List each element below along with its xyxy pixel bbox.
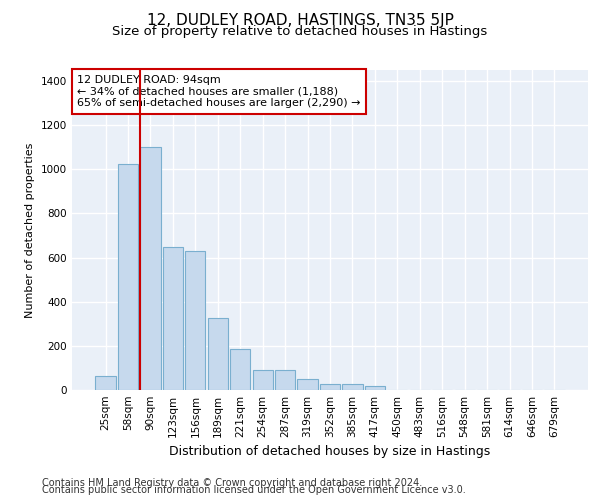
X-axis label: Distribution of detached houses by size in Hastings: Distribution of detached houses by size …	[169, 446, 491, 458]
Bar	[298, 380, 317, 390]
Bar	[343, 384, 362, 390]
Bar	[118, 164, 138, 390]
Bar	[230, 349, 250, 390]
Bar	[365, 386, 385, 390]
Bar	[185, 251, 205, 390]
Text: Contains HM Land Registry data © Crown copyright and database right 2024.: Contains HM Land Registry data © Crown c…	[42, 478, 422, 488]
Text: Size of property relative to detached houses in Hastings: Size of property relative to detached ho…	[112, 25, 488, 38]
Bar	[275, 370, 295, 390]
Bar	[320, 384, 340, 390]
Bar	[253, 370, 273, 390]
Bar	[140, 147, 161, 390]
Bar	[95, 376, 116, 390]
Bar	[163, 246, 183, 390]
Bar	[208, 318, 228, 390]
Text: Contains public sector information licensed under the Open Government Licence v3: Contains public sector information licen…	[42, 485, 466, 495]
Y-axis label: Number of detached properties: Number of detached properties	[25, 142, 35, 318]
Text: 12 DUDLEY ROAD: 94sqm
← 34% of detached houses are smaller (1,188)
65% of semi-d: 12 DUDLEY ROAD: 94sqm ← 34% of detached …	[77, 75, 361, 108]
Text: 12, DUDLEY ROAD, HASTINGS, TN35 5JP: 12, DUDLEY ROAD, HASTINGS, TN35 5JP	[146, 12, 454, 28]
